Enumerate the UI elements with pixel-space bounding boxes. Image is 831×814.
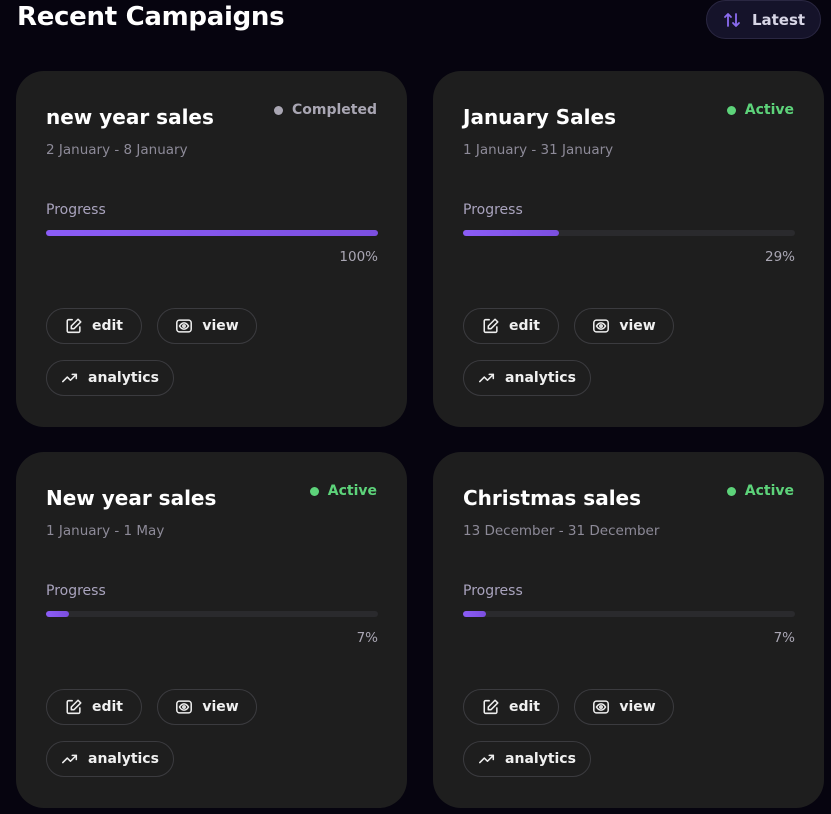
action-icon [66,318,82,334]
progress-fill [463,611,487,617]
campaign-card: January Sales Active 1 January - 31 Januar… [433,71,824,427]
campaign-title: new year sales [46,105,214,129]
action-icon [176,700,193,714]
action-icon [176,319,193,333]
action-button[interactable]: view [157,308,257,344]
action-label: view [202,318,239,334]
action-button[interactable]: view [574,308,674,344]
sort-label: Latest [751,10,806,29]
action-label: edit [508,318,540,334]
progress-caption: Progress [46,202,106,218]
action-button[interactable]: analytics [46,741,174,777]
campaign-title: January Sales [463,105,616,129]
progress-caption: Progress [463,202,523,218]
action-button[interactable]: analytics [463,741,591,777]
progress-percent: 29% [764,249,795,265]
campaign-card: Christmas sales Active 13 December - 31 De… [433,452,824,808]
progress-caption: Progress [463,583,523,599]
action-icon [483,318,499,334]
campaign-title: New year sales [46,486,217,510]
action-button[interactable]: edit [463,689,559,725]
status-text: Active [327,483,377,499]
campaign-dates: 2 January - 8 January [46,142,188,158]
action-label: analytics [505,751,576,767]
sort-button[interactable]: Latest [706,0,821,39]
status-badge: Active [309,483,377,499]
progress-track [463,230,795,236]
action-button[interactable]: edit [46,308,142,344]
action-icon [62,754,78,764]
action-label: edit [91,699,123,715]
action-button[interactable]: edit [46,689,142,725]
action-button[interactable]: view [574,689,674,725]
progress-caption: Progress [46,583,106,599]
campaign-card: new year sales Completed 2 January - 8 Jan… [16,71,407,427]
progress-track [46,611,378,617]
action-button[interactable]: view [157,689,257,725]
action-icon [479,373,495,383]
action-icon [593,319,610,333]
status-text: Active [744,483,794,499]
status-badge: Active [726,102,794,118]
campaign-card: New year sales Active 1 January - 1 May Pro… [16,452,407,808]
campaign-dates: 1 January - 1 May [46,523,165,539]
progress-percent: 100% [339,249,378,265]
action-label: edit [91,318,123,334]
action-icon [66,699,82,715]
action-label: view [619,318,656,334]
campaign-dates: 1 January - 31 January [463,142,614,158]
status-text: Active [744,102,794,118]
action-button[interactable]: analytics [463,360,591,396]
action-button[interactable]: edit [463,308,559,344]
progress-percent: 7% [356,630,378,646]
status-dot [726,105,736,115]
action-icon [593,700,610,714]
progress-track [463,611,795,617]
progress-track [46,230,378,236]
action-icon [479,754,495,764]
action-label: view [619,699,656,715]
status-dot [309,486,319,496]
action-button[interactable]: analytics [46,360,174,396]
campaign-dates: 13 December - 31 December [463,523,660,539]
action-label: analytics [88,370,159,386]
status-badge: Active [726,483,794,499]
action-icon [62,373,78,383]
status-text: Completed [291,102,377,118]
status-dot [273,105,283,115]
action-icon [483,699,499,715]
progress-fill [46,611,70,617]
progress-fill [463,230,560,236]
page-title: Recent Campaigns [17,2,285,32]
action-label: edit [508,699,540,715]
status-badge: Completed [273,102,377,118]
sort-icon [724,12,740,27]
status-dot [726,486,736,496]
campaign-title: Christmas sales [463,486,642,510]
action-label: analytics [505,370,576,386]
progress-percent: 7% [773,630,795,646]
action-label: view [202,699,239,715]
progress-fill [46,230,378,236]
action-label: analytics [88,751,159,767]
